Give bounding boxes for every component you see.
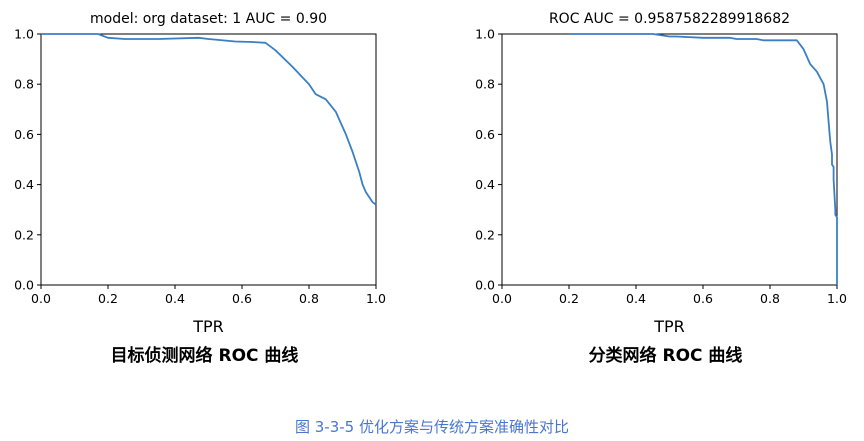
y-tick-label: 0.4 (14, 177, 34, 192)
y-tick-label: 0.0 (475, 278, 495, 293)
x-tick-label: 0.0 (31, 291, 51, 306)
x-axis-label: TPR (192, 317, 224, 336)
x-tick-label: 0.2 (98, 291, 118, 306)
y-tick-label: 0.0 (14, 278, 34, 293)
x-tick-label: 0.8 (760, 291, 780, 306)
chart-detection-roc: 0.0 0.2 0.4 0.6 0.8 1.0 0.0 0.2 0.4 0.6 0.8 1.0 mode… (14, 11, 386, 366)
x-tick-label: 0.4 (165, 291, 185, 306)
y-tick-label: 0.6 (14, 127, 34, 142)
x-tick-label: 0.8 (299, 291, 319, 306)
y-tick-label: 0.2 (14, 227, 34, 242)
chart-caption: 分类网络 ROC 曲线 (589, 345, 743, 366)
roc-curve-line (41, 33, 377, 206)
y-tick-label: 0.6 (475, 127, 495, 142)
plot-frame (501, 33, 838, 286)
chart-title: model: org dataset: 1 AUC = 0.90 (90, 11, 327, 27)
x-tick-label: 1.0 (366, 291, 386, 306)
x-axis-label: TPR (653, 317, 685, 336)
x-tick-label: 0.2 (559, 291, 579, 306)
chart-classification-roc: 0.0 0.2 0.4 0.6 0.8 1.0 0.0 0.2 0.4 0.6 0.8 1.0 ROC … (475, 11, 847, 366)
y-tick-label: 0.2 (475, 227, 495, 242)
y-tick-label: 0.4 (475, 177, 495, 192)
figure-caption: 图 3-3-5 优化方案与传统方案准确性对比 (295, 418, 569, 436)
y-tick-label: 1.0 (475, 27, 495, 42)
x-tick-label: 1.0 (827, 291, 847, 306)
x-tick-label: 0.4 (626, 291, 646, 306)
x-tick-label: 0.6 (232, 291, 252, 306)
chart-caption: 目标侦测网络 ROC 曲线 (111, 345, 299, 366)
chart-title: ROC AUC = 0.9587582289918682 (549, 11, 790, 27)
y-tick-label: 0.8 (475, 77, 495, 92)
plot-frame (40, 33, 377, 286)
x-tick-label: 0.6 (693, 291, 713, 306)
x-tick-label: 0.0 (492, 291, 512, 306)
y-tick-label: 0.8 (14, 77, 34, 92)
y-tick-label: 1.0 (14, 27, 34, 42)
roc-curve-line (569, 33, 838, 285)
